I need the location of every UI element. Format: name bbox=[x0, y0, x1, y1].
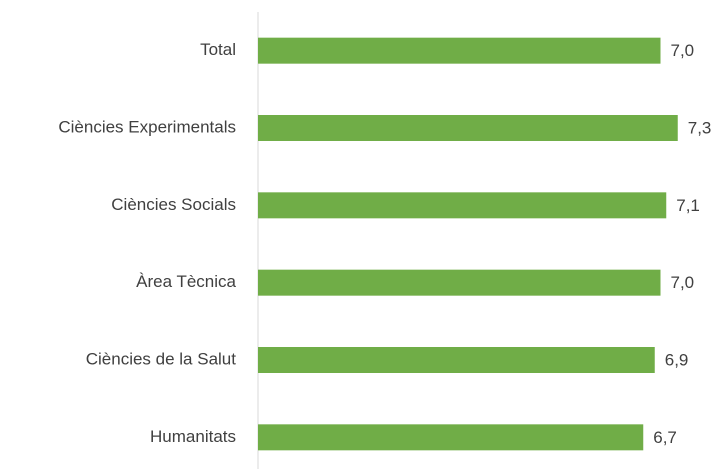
bar bbox=[258, 269, 661, 296]
bar bbox=[258, 115, 678, 141]
bar bbox=[258, 37, 661, 64]
bar bbox=[258, 192, 667, 219]
bar bbox=[258, 347, 655, 373]
y-tick-label: Ciències de la Salut bbox=[86, 349, 237, 368]
y-tick-label: Ciències Socials bbox=[111, 195, 236, 214]
value-label: 7,0 bbox=[671, 273, 695, 292]
bar bbox=[258, 424, 644, 451]
y-tick-label: Total bbox=[200, 40, 236, 59]
value-label: 7,1 bbox=[676, 196, 700, 215]
y-tick-label: Àrea Tècnica bbox=[136, 272, 236, 291]
value-label: 7,3 bbox=[688, 118, 712, 137]
value-label: 6,7 bbox=[653, 428, 677, 447]
value-label: 6,9 bbox=[665, 350, 689, 369]
y-tick-label: Ciències Experimentals bbox=[58, 117, 236, 136]
value-label: 7,0 bbox=[671, 41, 695, 60]
y-tick-label: Humanitats bbox=[150, 427, 236, 446]
